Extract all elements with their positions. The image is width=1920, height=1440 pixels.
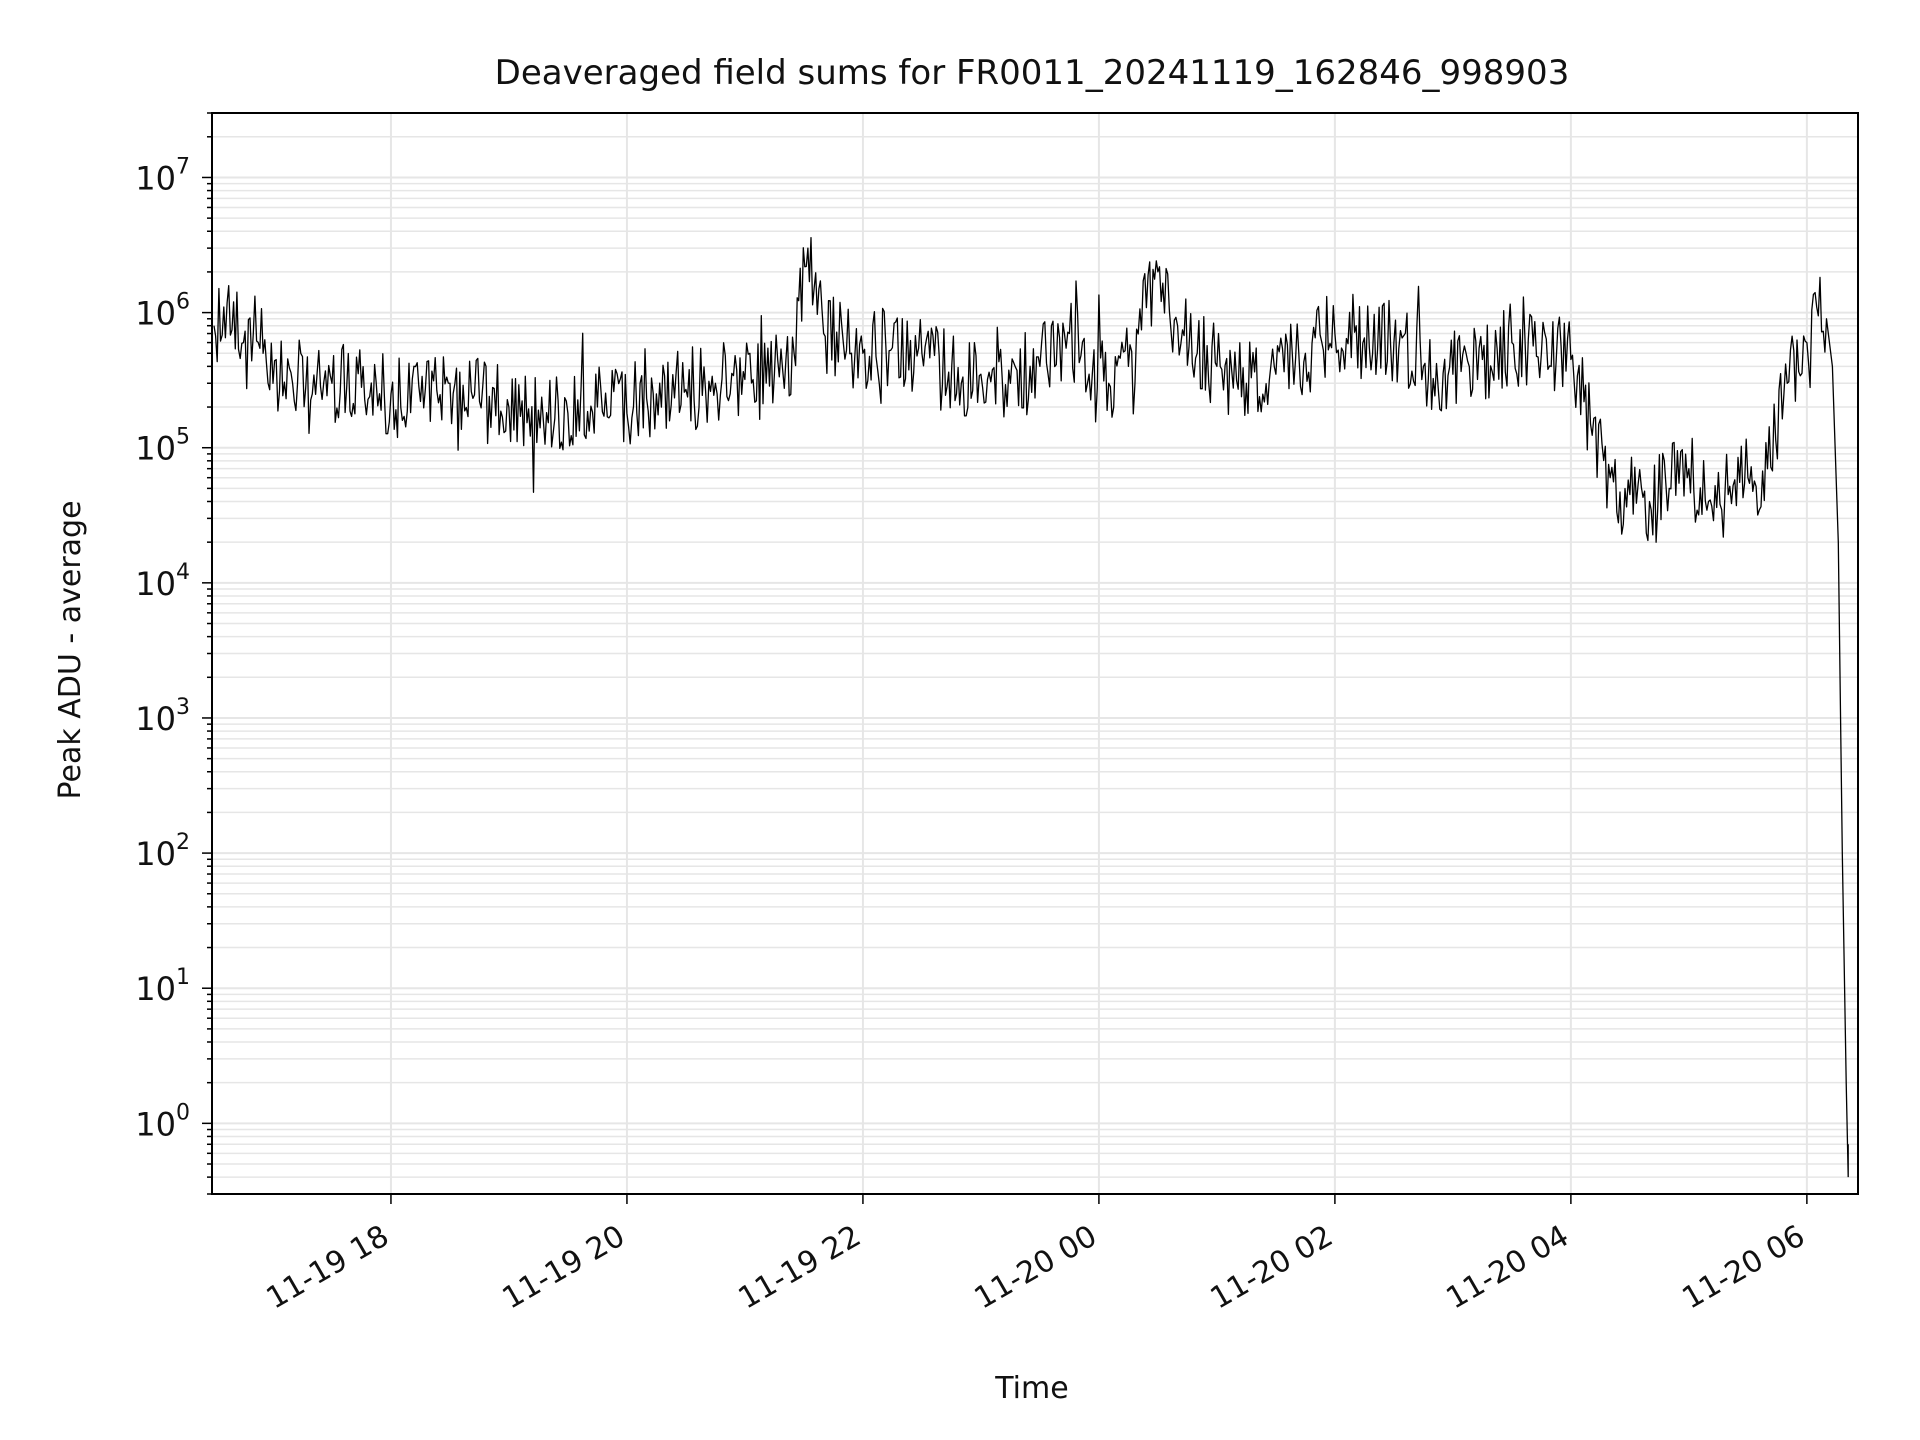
y-tick-label: 100 [135,1100,190,1143]
y-tick-exponent: 6 [176,290,190,315]
y-tick-exponent: 1 [176,965,190,990]
y-tick-label: 104 [135,560,190,603]
y-tick-exponent: 0 [176,1100,190,1125]
y-tick-label: 105 [135,425,190,468]
y-tick-label: 107 [135,154,190,197]
y-tick-label: 106 [135,290,190,333]
y-tick-base: 10 [135,700,176,738]
y-tick-base: 10 [135,835,176,873]
y-tick-base: 10 [135,430,176,468]
y-tick-label: 102 [135,830,190,873]
grid [212,112,1858,1195]
y-axis-label: Peak ADU - average [53,500,88,799]
y-tick-base: 10 [135,565,176,603]
y-tick-base: 10 [135,970,176,1008]
chart-title: Deaveraged field sums for FR0011_2024111… [495,53,1570,93]
y-tick-label: 103 [135,695,190,738]
y-tick-exponent: 4 [176,560,190,585]
y-tick-label: 101 [135,965,190,1008]
y-tick-exponent: 5 [176,425,190,450]
y-tick-exponent: 3 [176,695,190,720]
y-tick-base: 10 [135,159,176,197]
x-axis-label: Time [994,1371,1068,1406]
y-tick-exponent: 2 [176,830,190,855]
series-line [213,236,1849,1178]
y-tick-exponent: 7 [176,154,190,179]
y-tick-base: 10 [135,1105,176,1143]
y-tick-base: 10 [135,295,176,333]
